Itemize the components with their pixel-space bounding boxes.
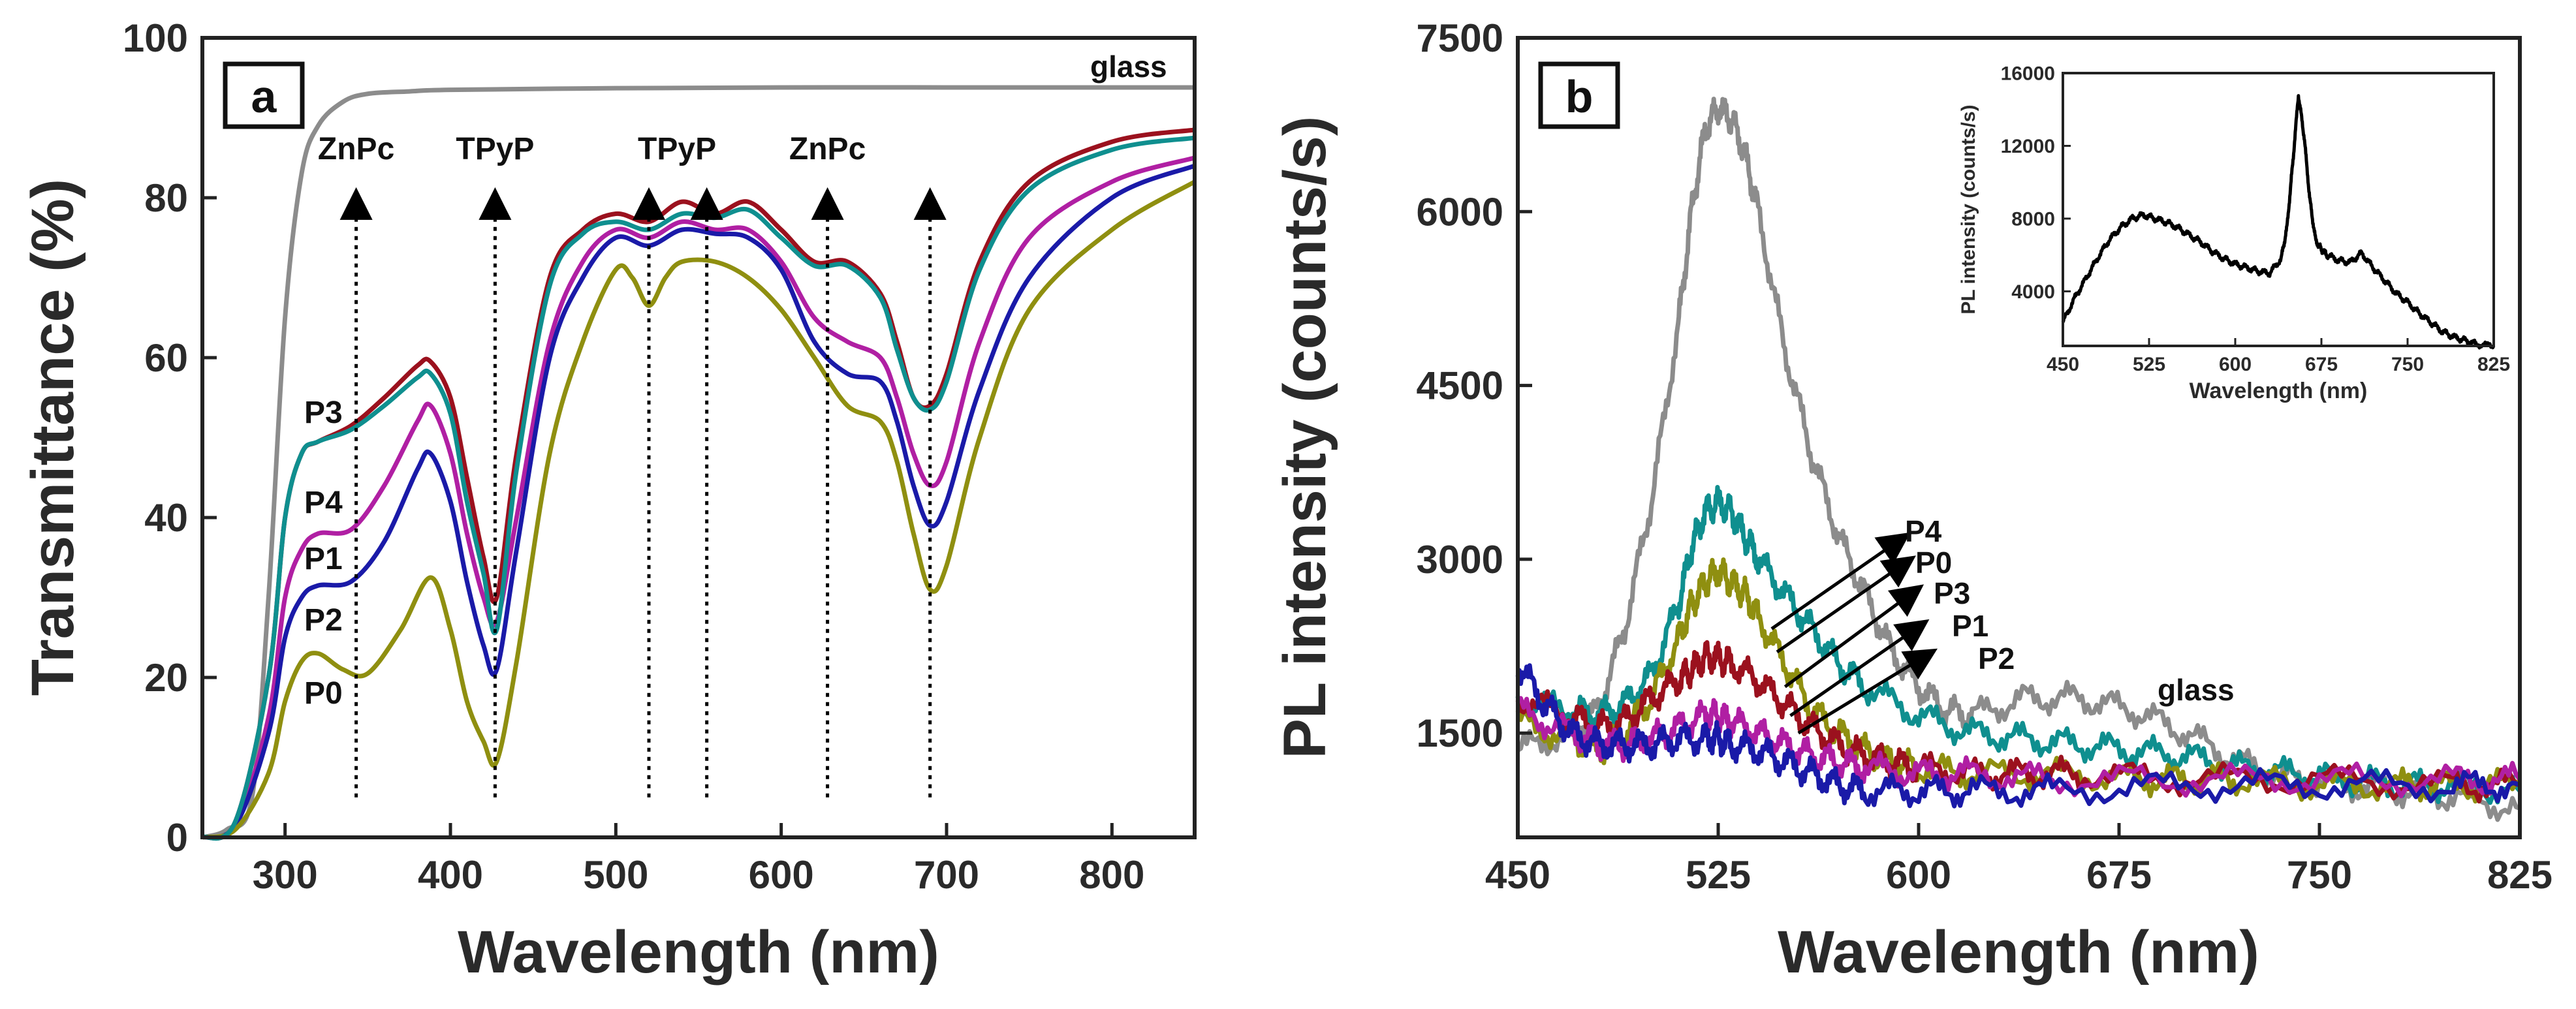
panel-a-marker-label: ZnPc: [318, 132, 394, 166]
panel-b-label-p4: P4: [1905, 514, 1942, 548]
panel-b-label: b: [1565, 71, 1594, 122]
panel-a-ytick-label: 100: [123, 16, 188, 60]
panel-a-series-p2: [201, 135, 1195, 841]
panel-b-label-arrow: [1776, 555, 1916, 653]
panel-a-marker-label: TPyP: [456, 132, 534, 166]
inset-xtick-label: 750: [2391, 354, 2424, 375]
panel-b-label-p1: P1: [1952, 609, 1988, 643]
panel-a-label-p4: P4: [304, 486, 343, 520]
panel-b-series-glass: [1516, 97, 2521, 822]
panel-a-ticks: 300 400 500 600 700 800 0 20 40 60 80 100: [123, 16, 1144, 897]
panel-b-ytick-label: 4500: [1417, 364, 1503, 408]
panel-a-ytick-label: 20: [144, 656, 188, 700]
panel-a-series-p4: [201, 155, 1195, 841]
panel-b-label-box: [1538, 61, 1620, 129]
panel-a-ytick-label: 0: [166, 816, 188, 860]
panel-a-xtick-label: 700: [914, 853, 979, 897]
panel-b-ticks: 450 525 600 675 750 825 1500 3000 4500 6000 7500: [1417, 16, 2553, 897]
panel-a-series-p0: [202, 179, 1196, 840]
inset-series-inset: [2061, 94, 2496, 350]
inset-xtick-label: 600: [2219, 354, 2252, 375]
panel-a-label-p2: P2: [304, 603, 343, 638]
panel-b-ylabel: PL intensity (counts/s): [1272, 116, 1338, 759]
panel-b-series: [1515, 97, 2522, 822]
panel-b-xtick-label: 450: [1485, 853, 1550, 897]
panel-b-xtick-label: 600: [1886, 853, 1951, 897]
panel-b-label-glass: glass: [2158, 673, 2235, 707]
panel-a-label-p1: P1: [304, 542, 343, 576]
inset-ylabel: PL intensity (counts/s): [1958, 104, 1979, 314]
panel-a-marker-label: ZnPc: [789, 132, 866, 166]
panel-a-label: a: [251, 71, 277, 122]
panel-a-series-glass: [201, 85, 1195, 840]
panel-a-series-p3: [201, 127, 1195, 841]
inset-xtick-label: 450: [2047, 354, 2079, 375]
panel-b-label-p0: P0: [1915, 546, 1952, 580]
panel-b-ytick-label: 6000: [1417, 190, 1503, 234]
panel-b: 450 525 600 675 750 825 1500 3000 4500 6000 7500 b…: [1272, 16, 2552, 986]
panel-a-label-glass: glass: [1090, 50, 1167, 84]
panel-a-ytick-label: 60: [144, 336, 188, 380]
panel-a-ytick-label: 80: [144, 176, 188, 220]
panel-a-xtick-label: 300: [253, 853, 318, 897]
panel-b-label-arrow: [1783, 584, 1924, 689]
panel-a-series-p1: [201, 163, 1196, 840]
panel-a: ZnPc TPyP TPyP ZnPc 300 400 500 600 700 800 0 20 40…: [20, 16, 1197, 986]
inset-ytick-label: 12000: [2001, 136, 2055, 157]
inset-ytick-label: 16000: [2001, 63, 2055, 85]
panel-a-xlabel: Wavelength (nm): [458, 919, 939, 986]
panel-b-xtick-label: 675: [2086, 853, 2152, 897]
panel-a-xtick-label: 800: [1079, 853, 1144, 897]
panel-b-xtick-label: 750: [2287, 853, 2352, 897]
inset-frame: [2062, 72, 2495, 347]
inset-ytick-label: 4000: [2011, 281, 2055, 303]
panel-a-ytick-label: 40: [144, 496, 188, 540]
inset-ticks: 450 525 600 675 750 825 4000 8000 12000 16000: [2001, 63, 2510, 376]
panel-b-ytick-label: 7500: [1417, 16, 1503, 60]
inset-xtick-label: 825: [2477, 354, 2510, 375]
panel-a-label-box: [223, 61, 305, 129]
panel-b-series-p2: [1515, 485, 2522, 805]
panel-b-ytick-label: 1500: [1417, 711, 1503, 755]
panel-a-label-p0: P0: [304, 676, 343, 711]
panel-b-xtick-label: 525: [1686, 853, 1751, 897]
panel-b-xtick-label: 825: [2487, 853, 2552, 897]
panel-b-label-p2: P2: [1978, 642, 2015, 675]
panel-b-frame: [1516, 36, 2522, 839]
panel-b-series-p4: [1515, 663, 2521, 809]
panel-b-xlabel: Wavelength (nm): [1778, 919, 2259, 986]
inset-xtick-label: 675: [2305, 354, 2338, 375]
panel-a-markers: ZnPc TPyP TPyP ZnPc: [318, 132, 947, 798]
panel-a-xtick-label: 500: [583, 853, 648, 897]
panel-b-label-arrow: [1789, 619, 1930, 717]
panel-b-ytick-label: 3000: [1417, 538, 1503, 582]
panel-b-label-p3: P3: [1934, 576, 1970, 610]
inset-chart: 450 525 600 675 750 825 4000 8000 12000 16000 Wav…: [1958, 63, 2510, 404]
panel-a-marker-label: TPyP: [638, 132, 716, 166]
panel-a-xtick-label: 600: [749, 853, 814, 897]
inset-background: [2063, 73, 2494, 346]
panel-a-ylabel: Transmittance (%): [20, 179, 86, 696]
inset-ytick-label: 8000: [2011, 208, 2055, 230]
inset-xlabel: Wavelength (nm): [2190, 379, 2368, 403]
panel-a-label-p3: P3: [304, 396, 343, 430]
panel-a-xtick-label: 400: [418, 853, 483, 897]
panel-b-arrows: [1770, 532, 1938, 735]
panel-b-label-arrow: [1770, 532, 1911, 630]
inset-xtick-label: 525: [2133, 354, 2165, 375]
inset-series: [2061, 94, 2496, 350]
panel-a-frame: [200, 36, 1197, 839]
panel-a-series: [201, 85, 1196, 841]
panel-b-label-arrow: [1797, 648, 1938, 735]
